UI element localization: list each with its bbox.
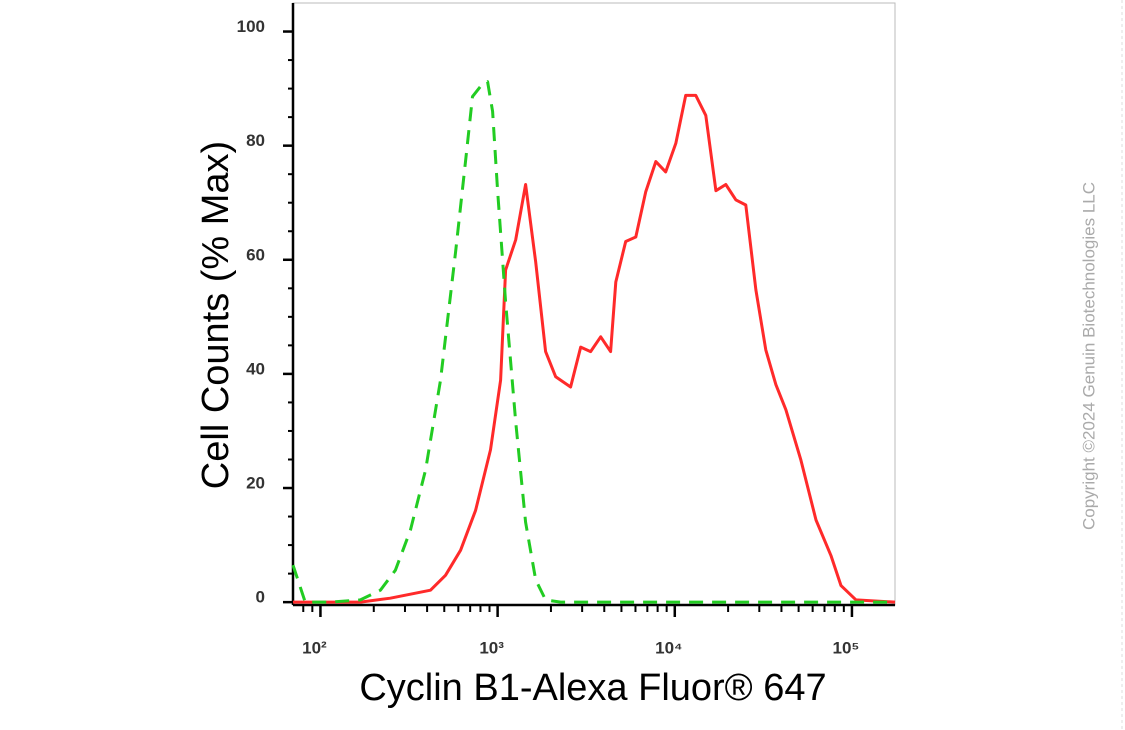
x-tick-label: 10⁵ bbox=[832, 638, 859, 657]
series-line bbox=[293, 93, 896, 604]
x-tick-label: 10⁴ bbox=[655, 638, 682, 657]
y-tick-label: 80 bbox=[246, 131, 265, 150]
y-tick-label: 100 bbox=[237, 17, 265, 36]
watermark: Copyright ©2024 Genuin Biotechnologies L… bbox=[1079, 182, 1098, 530]
plot-frame bbox=[292, 2, 896, 606]
y-tick-label: 20 bbox=[246, 474, 265, 493]
y-tick-label: 0 bbox=[256, 588, 265, 607]
x-tick-label: 10³ bbox=[479, 638, 504, 657]
series-line bbox=[291, 80, 895, 604]
y-tick-label: 60 bbox=[246, 245, 265, 264]
y-tick-label: 40 bbox=[246, 359, 265, 378]
y-axis-label: Cell Counts (% Max) bbox=[195, 141, 237, 489]
x-axis-label: Cyclin B1-Alexa Fluor® 647 bbox=[359, 667, 826, 709]
x-tick-label: 10² bbox=[302, 638, 327, 657]
